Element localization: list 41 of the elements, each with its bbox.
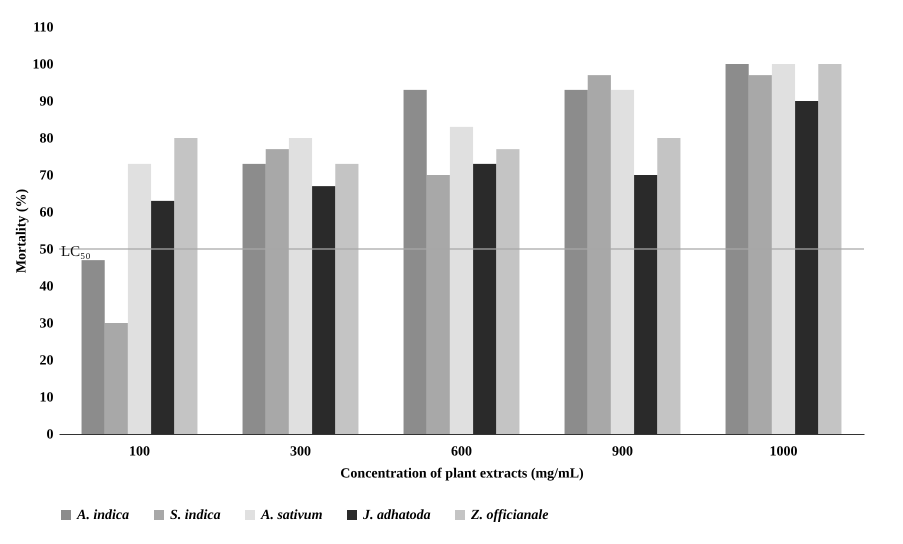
y-tick-label: 70: [40, 168, 54, 184]
bar: [242, 164, 266, 434]
y-tick-label: 60: [40, 206, 54, 220]
legend-label: Z. officianale: [470, 508, 549, 523]
bar: [450, 126, 474, 434]
x-tick-label: 900: [612, 444, 633, 460]
y-tick-label: 50: [40, 242, 54, 258]
y-axis-title: Mortality (%): [14, 188, 30, 274]
legend-label: A. indica: [76, 508, 130, 523]
ref-line-label: LC₅₀: [61, 244, 91, 260]
x-axis-title: Concentration of plant extracts (mg/mL): [340, 466, 584, 482]
bar: [104, 323, 128, 434]
y-tick-label: 20: [40, 354, 54, 368]
x-tick-label: 1000: [770, 444, 798, 460]
y-tick-label: 90: [40, 94, 54, 110]
bar: [726, 64, 749, 434]
y-tick-label: 80: [40, 132, 54, 146]
bar: [288, 138, 312, 434]
bar: [564, 90, 588, 434]
bar: [818, 64, 842, 434]
y-tick-label: 30: [40, 316, 54, 332]
y-tick-label: 10: [40, 390, 54, 406]
bar: [657, 138, 680, 434]
x-tick-label: 100: [129, 444, 150, 460]
y-tick-label: 0: [46, 428, 54, 442]
bar: [174, 138, 198, 434]
legend-label: A. sativum: [260, 508, 323, 523]
bar: [335, 164, 358, 434]
bar: [772, 64, 796, 434]
bar: [128, 164, 152, 434]
legend-label: S. indica: [170, 508, 221, 523]
y-tick-label: 100: [32, 58, 54, 72]
x-tick-label: 300: [290, 444, 311, 460]
bar: [82, 260, 105, 434]
bar: [404, 90, 427, 434]
bar: [496, 149, 520, 434]
y-tick-label: 110: [33, 20, 54, 36]
x-tick-label: 600: [451, 444, 472, 460]
legend-label: J. adhatoda: [362, 508, 431, 523]
y-tick-label: 40: [40, 280, 54, 294]
bar: [610, 90, 634, 434]
